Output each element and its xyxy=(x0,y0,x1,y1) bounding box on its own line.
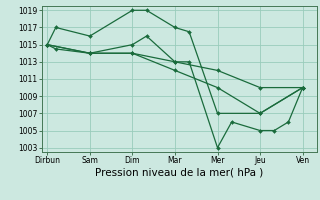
X-axis label: Pression niveau de la mer( hPa ): Pression niveau de la mer( hPa ) xyxy=(95,168,263,178)
